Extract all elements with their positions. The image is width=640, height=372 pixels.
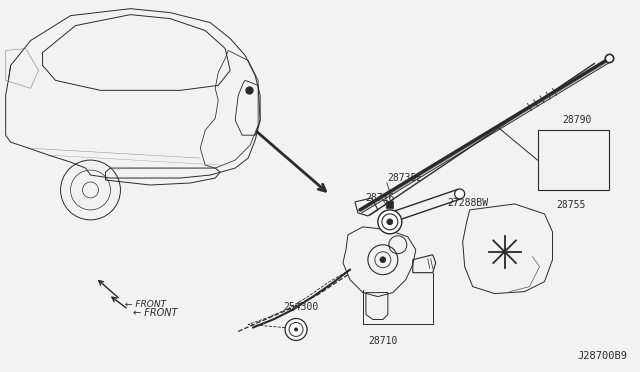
Circle shape (387, 214, 394, 221)
Text: 28716: 28716 (365, 193, 394, 203)
Circle shape (380, 257, 386, 263)
Bar (538, 130, 609, 190)
Circle shape (378, 210, 402, 234)
Text: J28700B9: J28700B9 (577, 351, 627, 361)
Text: 254300: 254300 (284, 302, 319, 311)
Circle shape (454, 189, 465, 199)
Circle shape (285, 318, 307, 340)
Bar (387, 202, 394, 208)
Text: 28755: 28755 (557, 200, 586, 210)
Text: 27288BW: 27288BW (448, 198, 489, 208)
Text: 28735E: 28735E (387, 173, 422, 183)
Circle shape (294, 327, 298, 331)
Text: ← FRONT: ← FRONT (133, 308, 178, 318)
Text: 28790: 28790 (563, 115, 592, 125)
Circle shape (387, 219, 393, 225)
Text: 28710: 28710 (368, 336, 397, 346)
Text: ← FRONT: ← FRONT (125, 300, 166, 309)
